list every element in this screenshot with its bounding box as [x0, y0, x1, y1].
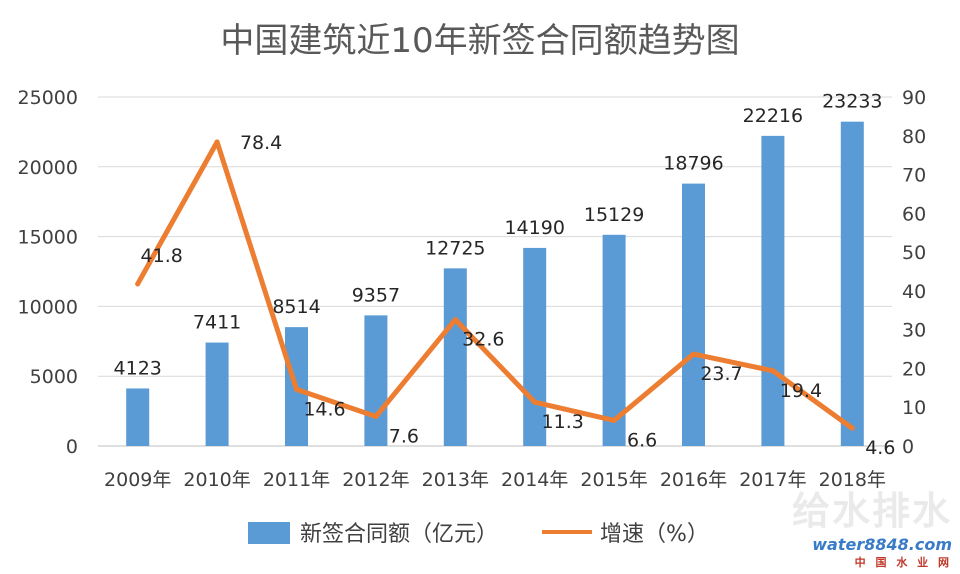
bar-value-label: 22216	[743, 105, 803, 127]
bar	[443, 268, 467, 446]
line-value-label: 7.6	[389, 426, 419, 448]
x-tick-label: 2017年	[739, 469, 806, 491]
line-value-label: 23.7	[700, 363, 742, 385]
y-left-tick-label: 15000	[18, 227, 78, 249]
line-point	[849, 425, 855, 431]
y-right-tick-label: 80	[902, 126, 926, 148]
y-right-tick-label: 30	[902, 320, 926, 342]
bar-value-label: 4123	[114, 357, 162, 379]
line-series	[135, 139, 855, 431]
x-tick-label: 2018年	[819, 469, 886, 491]
bar-value-label: 7411	[193, 312, 241, 334]
x-tick-label: 2013年	[422, 469, 489, 491]
bar	[682, 183, 705, 446]
bar-value-label: 8514	[272, 296, 320, 318]
y-left-tick-label: 25000	[18, 87, 78, 109]
line-point	[691, 351, 696, 357]
bar-value-label: 14190	[504, 217, 564, 239]
legend: 新签合同额（亿元） 增速（%）	[248, 522, 709, 547]
bar	[602, 234, 626, 446]
line-point	[135, 281, 141, 287]
legend-line-label: 增速（%）	[600, 522, 709, 547]
bar-value-label: 18796	[663, 153, 723, 175]
line-point	[770, 368, 776, 374]
y-right-tick-label: 70	[902, 165, 926, 187]
bar-value-label: 15129	[584, 204, 644, 226]
y-left-tick-label: 20000	[18, 157, 78, 179]
line-value-label: 19.4	[780, 380, 822, 402]
bar-value-label: 9357	[352, 284, 400, 306]
y-right-tick-label: 10	[902, 397, 926, 419]
line-value-label: 14.6	[303, 398, 345, 420]
y-right-tick-label: 60	[902, 203, 926, 225]
bar-value-label: 12725	[425, 237, 485, 259]
bar	[205, 342, 229, 446]
bar	[364, 315, 388, 446]
x-tick-label: 2016年	[660, 469, 727, 491]
y-right-tick-label: 20	[902, 358, 926, 380]
y-right-tick-label: 40	[902, 281, 926, 303]
line-point	[214, 139, 220, 145]
x-tick-label: 2012年	[342, 469, 409, 491]
y-left-tick-label: 0	[66, 436, 78, 458]
line-value-label: 78.4	[240, 132, 282, 154]
growth-line	[135, 139, 855, 431]
watermark: 给水排水 water8848.com 中 国 水 业 网	[792, 480, 952, 570]
y-right-tick-label: 90	[902, 87, 926, 109]
x-tick-label: 2009年	[104, 469, 171, 491]
x-tick-label: 2014年	[501, 469, 568, 491]
line-value-label: 11.3	[542, 411, 584, 433]
line-point	[611, 417, 617, 423]
watermark-logo: 给水排水	[791, 489, 952, 533]
line-value-label: 6.6	[627, 429, 657, 451]
y-right-tick-label: 0	[902, 436, 914, 458]
line-point	[294, 386, 299, 392]
x-tick-label: 2011年	[263, 469, 330, 491]
bar-series	[126, 121, 864, 447]
watermark-subtitle: 中 国 水 业 网	[854, 556, 952, 569]
gridlines	[98, 96, 892, 447]
axes: 0 5000 10000 15000 20000 25000 0 10 20 30 40 50 60 70…	[18, 87, 927, 491]
legend-bar-label: 新签合同额（亿元）	[300, 522, 498, 547]
watermark-site: water8848.com	[812, 535, 952, 554]
line-value-label: 41.8	[141, 245, 183, 267]
line-point	[373, 414, 379, 420]
line-value-label: 32.6	[462, 329, 504, 351]
x-tick-label: 2015年	[580, 469, 647, 491]
bar	[840, 121, 864, 446]
line-point	[532, 399, 538, 405]
bar-value-label: 23233	[822, 91, 882, 113]
data-labels: 4123 7411 8514 9357 12725 14190 15129 18796 2221…	[114, 91, 896, 459]
bar	[126, 388, 150, 446]
y-left-tick-label: 10000	[18, 296, 78, 318]
line-point	[452, 317, 458, 323]
y-left-tick-label: 5000	[30, 366, 78, 388]
y-right-tick-label: 50	[902, 242, 926, 264]
legend-bar-swatch	[248, 522, 290, 544]
chart-title: 中国建筑近10年新签合同额趋势图	[220, 21, 739, 61]
line-value-label: 4.6	[865, 437, 895, 459]
x-tick-label: 2010年	[183, 469, 250, 491]
